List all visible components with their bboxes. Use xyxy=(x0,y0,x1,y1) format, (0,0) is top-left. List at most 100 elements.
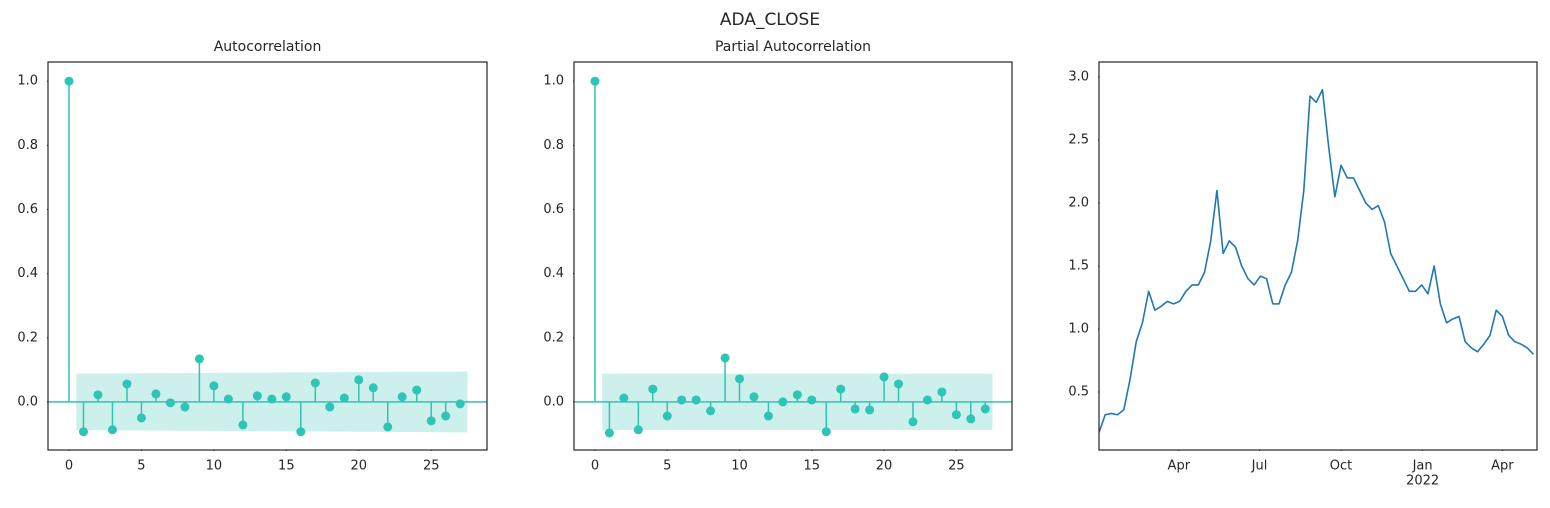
axes-frame xyxy=(1098,61,1538,451)
stem-marker xyxy=(310,378,320,388)
x-tick-label: 20 xyxy=(876,459,893,474)
x-tick-label: Jul xyxy=(1251,459,1268,474)
stem-marker xyxy=(807,395,817,405)
stem-marker xyxy=(633,425,643,435)
stem-marker xyxy=(136,413,146,423)
stem-marker xyxy=(792,390,802,400)
stem-marker xyxy=(383,422,393,432)
stem-marker xyxy=(223,394,233,404)
stem-marker xyxy=(165,398,175,408)
stem-marker xyxy=(604,428,614,438)
y-tick-label: 0.4 xyxy=(543,266,564,281)
x-tick-sublabel: 2022 xyxy=(1406,474,1439,489)
stem-marker xyxy=(151,389,161,399)
x-tick-label: 20 xyxy=(351,459,368,474)
stem-marker xyxy=(749,392,759,402)
x-tick-label: Jan xyxy=(1412,459,1433,474)
stem-marker xyxy=(368,383,378,393)
x-tick-label: 0 xyxy=(591,459,599,474)
x-tick-label: 15 xyxy=(278,459,295,474)
suptitle: ADA_CLOSE xyxy=(720,10,820,30)
panel-title: Partial Autocorrelation xyxy=(715,39,871,55)
stem-marker xyxy=(966,414,976,424)
stem-marker xyxy=(296,427,306,437)
x-tick-label: Apr xyxy=(1168,459,1191,474)
x-tick-label: 10 xyxy=(206,459,223,474)
stem-marker xyxy=(763,411,773,421)
stem-marker xyxy=(455,399,465,409)
stem-marker xyxy=(93,390,103,400)
stem-marker xyxy=(397,392,407,402)
stem-marker xyxy=(720,353,730,363)
stem-marker xyxy=(850,404,860,414)
y-tick-label: 0.6 xyxy=(543,202,564,217)
x-tick-label: Apr xyxy=(1491,459,1514,474)
y-tick-label: 0.8 xyxy=(543,138,564,153)
x-tick-label: 25 xyxy=(948,459,965,474)
stem-marker xyxy=(238,420,248,430)
y-tick-label: 0.2 xyxy=(543,330,564,345)
stem-marker xyxy=(412,385,422,395)
stem-marker xyxy=(691,395,701,405)
stem-marker xyxy=(937,387,947,397)
stem-marker xyxy=(64,76,74,86)
panel-title: Autocorrelation xyxy=(214,39,322,55)
x-tick-label: Oct xyxy=(1330,459,1352,474)
y-tick-label: 1.0 xyxy=(1068,322,1089,337)
y-tick-label: 0.4 xyxy=(17,266,38,281)
stem-marker xyxy=(735,374,745,384)
y-tick-label: 0.2 xyxy=(17,330,38,345)
stem-marker xyxy=(821,427,831,437)
stem-marker xyxy=(619,393,629,403)
stem-marker xyxy=(194,354,204,364)
stem-marker xyxy=(980,404,990,414)
x-tick-label: 5 xyxy=(137,459,145,474)
y-tick-label: 2.5 xyxy=(1068,133,1089,148)
stem-marker xyxy=(879,372,889,382)
axes-frame xyxy=(573,61,1013,451)
stem-marker xyxy=(339,393,349,403)
stem-marker xyxy=(426,416,436,426)
x-tick-label: 15 xyxy=(804,459,821,474)
stem-marker xyxy=(122,379,132,389)
stem-marker xyxy=(894,379,904,389)
stem-marker xyxy=(590,76,600,86)
stem-marker xyxy=(354,375,364,385)
stem-marker xyxy=(836,384,846,394)
y-tick-label: 2.0 xyxy=(1068,196,1089,211)
stem-marker xyxy=(78,427,88,437)
stem-marker xyxy=(662,411,672,421)
y-tick-label: 0.5 xyxy=(1068,385,1089,400)
stem-marker xyxy=(951,410,961,420)
stem-marker xyxy=(325,402,335,412)
x-tick-label: 0 xyxy=(65,459,73,474)
stem-marker xyxy=(922,395,932,405)
stem-marker xyxy=(677,395,687,405)
y-tick-label: 0.0 xyxy=(17,394,38,409)
stem-marker xyxy=(706,406,716,416)
y-tick-label: 1.5 xyxy=(1068,259,1089,274)
stem-marker xyxy=(441,411,451,421)
y-tick-label: 3.0 xyxy=(1068,70,1089,85)
price-line xyxy=(1099,88,1535,433)
stem-marker xyxy=(908,417,918,427)
stem-marker xyxy=(107,425,117,435)
x-tick-label: 10 xyxy=(731,459,748,474)
axes-frame xyxy=(47,61,488,451)
y-tick-label: 1.0 xyxy=(543,74,564,89)
x-tick-label: 5 xyxy=(663,459,671,474)
x-tick-label: 25 xyxy=(423,459,440,474)
y-tick-label: 0.6 xyxy=(17,202,38,217)
stem-marker xyxy=(252,391,262,401)
stem-marker xyxy=(281,392,291,402)
stem-marker xyxy=(648,384,658,394)
stem-marker xyxy=(778,397,788,407)
y-tick-label: 1.0 xyxy=(17,74,38,89)
stem-marker xyxy=(267,394,277,404)
stem-marker xyxy=(209,381,219,391)
y-tick-label: 0.0 xyxy=(543,394,564,409)
stem-marker xyxy=(865,405,875,415)
y-tick-label: 0.8 xyxy=(17,138,38,153)
stem-marker xyxy=(180,402,190,412)
